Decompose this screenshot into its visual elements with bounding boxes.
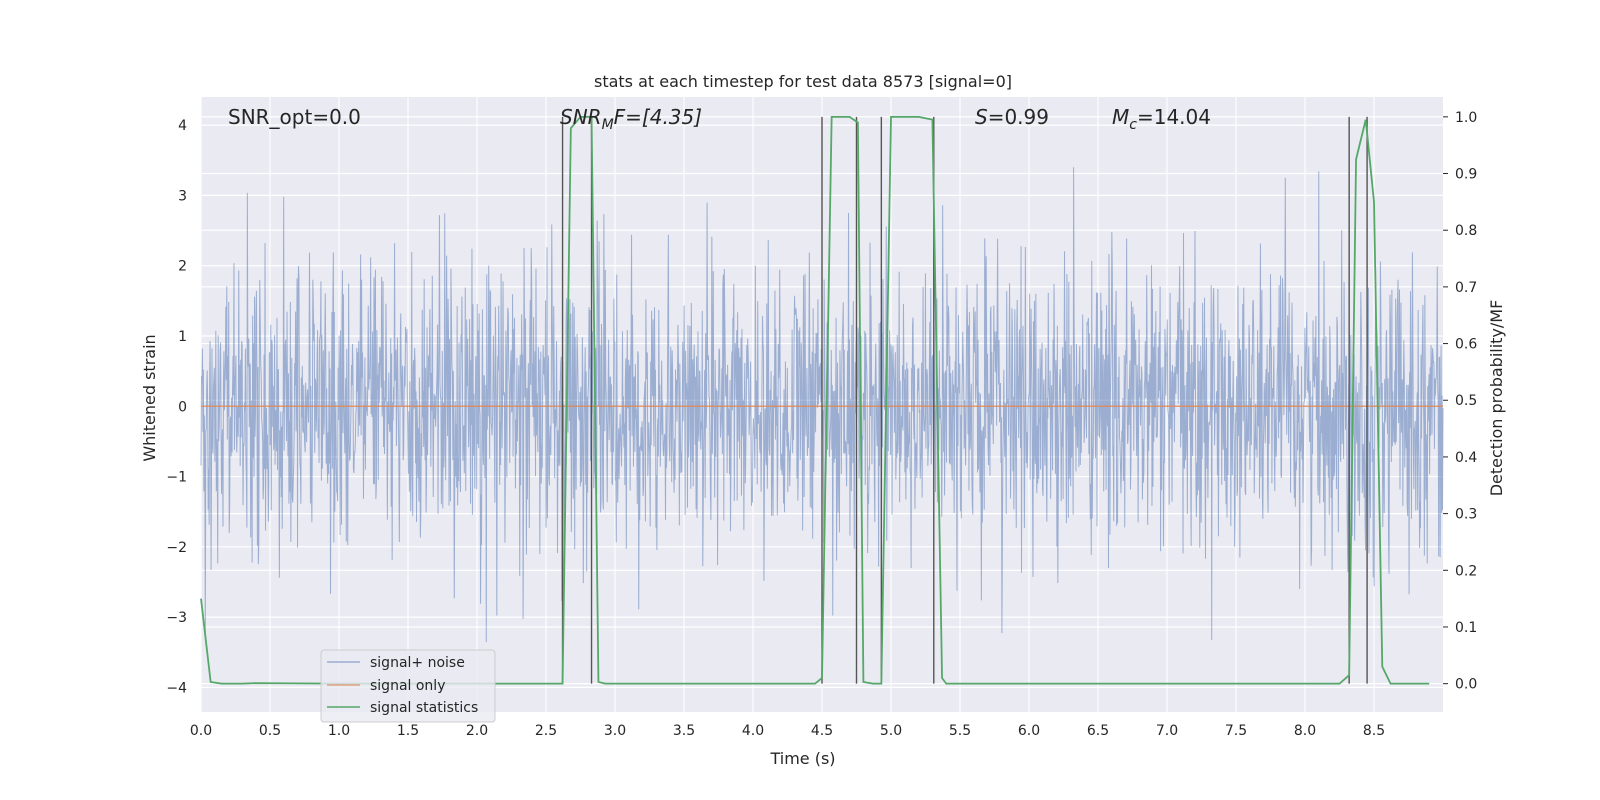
x-axis-label: Time (s) — [769, 749, 835, 768]
y-tick-label-left: −2 — [166, 540, 187, 556]
y-tick-label-right: 0.9 — [1455, 167, 1477, 183]
x-tick-label: 3.0 — [604, 723, 626, 739]
x-tick-label: 1.0 — [328, 723, 350, 739]
y-tick-label-right: 0.3 — [1455, 507, 1477, 523]
y-tick-label-left: 1 — [178, 329, 187, 345]
event-markers — [561, 116, 1368, 684]
x-tick-label: 5.0 — [880, 723, 902, 739]
x-tick-label: 4.0 — [742, 723, 764, 739]
y-tick-label-left: −3 — [166, 610, 187, 626]
chart-title: stats at each timestep for test data 857… — [594, 72, 1012, 91]
y-tick-label-left: −4 — [166, 680, 187, 696]
y-axis-right-label: Detection probability/MF — [1487, 300, 1506, 497]
y-tick-label-right: 0.6 — [1455, 337, 1477, 353]
x-tick-label: 2.5 — [535, 723, 557, 739]
x-tick-label: 0.0 — [190, 723, 212, 739]
y-tick-label-right: 0.1 — [1455, 620, 1477, 636]
legend-label-statistics: signal statistics — [370, 700, 478, 716]
y-tick-label-left: 3 — [178, 188, 187, 204]
y-axis-left: −4 −3 −2 −1 0 1 2 3 4 — [166, 118, 187, 696]
legend-box — [320, 649, 496, 723]
statistics-series — [200, 115, 1430, 685]
x-tick-label: 4.5 — [811, 723, 833, 739]
legend: signal+ noise signal only signal statist… — [320, 649, 496, 723]
y-tick-label-left: 4 — [178, 118, 187, 134]
y-tick-label-right: 0.4 — [1455, 450, 1477, 466]
x-tick-label: 7.5 — [1225, 723, 1247, 739]
x-axis: 0.0 0.5 1.0 1.5 2.0 2.5 3.0 3.5 4.0 4.5 5.0 5.5 6.0 6… — [190, 723, 1385, 739]
x-tick-label: 5.5 — [949, 723, 971, 739]
y-tick-label-right: 0.2 — [1455, 563, 1477, 579]
y-tick-label-left: 2 — [178, 259, 187, 275]
y-tick-label-left: −1 — [166, 470, 187, 486]
y-tick-label-right: 1.0 — [1455, 110, 1477, 126]
y-tick-label-right: 0.0 — [1455, 677, 1477, 693]
y-axis-right: 0.0 0.1 0.2 0.3 0.4 0.5 0.6 0.7 0.8 0.9 1.0 — [1443, 110, 1477, 693]
x-tick-label: 0.5 — [259, 723, 281, 739]
y-tick-label-right: 0.7 — [1455, 280, 1477, 296]
x-tick-label: 3.5 — [673, 723, 695, 739]
x-tick-label: 6.5 — [1087, 723, 1109, 739]
x-tick-label: 6.0 — [1018, 723, 1040, 739]
y-tick-label-right: 0.5 — [1455, 393, 1477, 409]
x-tick-label: 1.5 — [397, 723, 419, 739]
statistics-line — [200, 115, 1430, 685]
y-axis-left-label: Whitened strain — [140, 334, 159, 461]
x-tick-label: 8.5 — [1363, 723, 1385, 739]
y-tick-label-right: 0.8 — [1455, 223, 1477, 239]
y-tick-label-left: 0 — [178, 399, 187, 415]
snr-mf-annotation: SNRMF=[4.35] — [560, 105, 702, 133]
snr-opt-annotation: SNR_opt=0.0 — [228, 105, 361, 129]
x-tick-label: 2.0 — [466, 723, 488, 739]
x-tick-label: 7.0 — [1156, 723, 1178, 739]
legend-label-noise: signal+ noise — [370, 655, 465, 671]
legend-label-signal-only: signal only — [370, 678, 445, 694]
s-annotation: S=0.99 — [975, 105, 1049, 129]
mc-annotation: Mc=14.04 — [1112, 105, 1211, 133]
x-tick-label: 8.0 — [1294, 723, 1316, 739]
